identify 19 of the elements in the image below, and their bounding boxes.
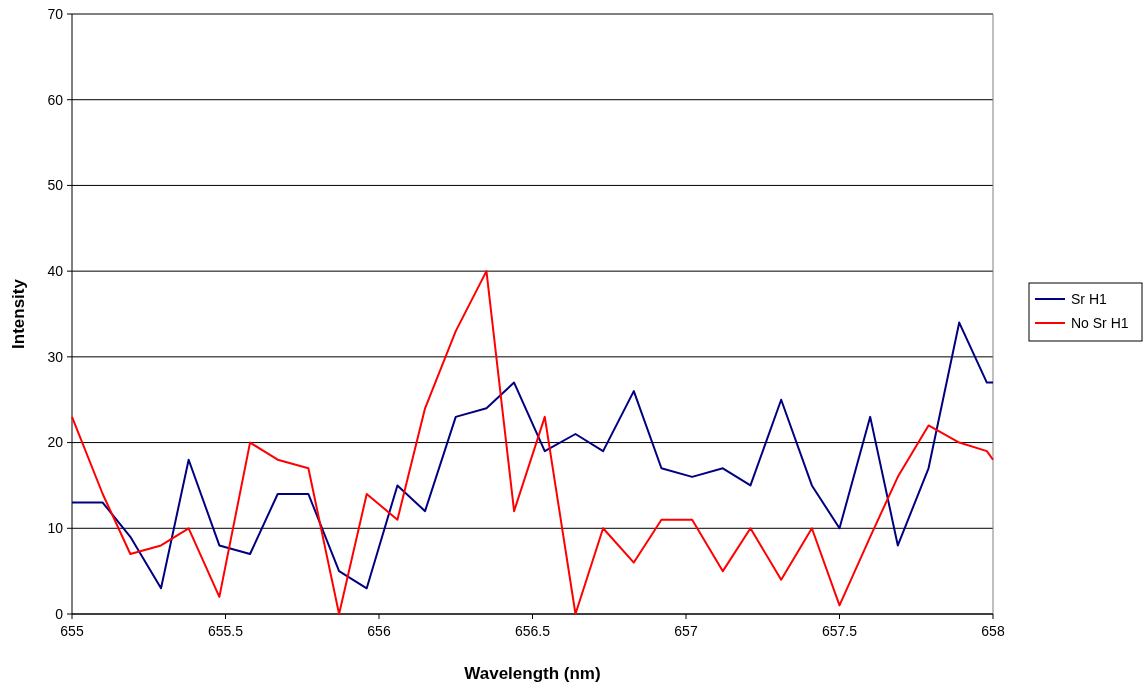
- y-axis-title: Intensity: [9, 278, 28, 349]
- y-tick-label: 30: [47, 348, 64, 365]
- y-tick-label: 10: [47, 520, 64, 537]
- legend-label: No Sr H1: [1071, 314, 1129, 331]
- x-tick-label: 655.5: [207, 623, 244, 639]
- x-axis-title: Wavelength (nm): [464, 664, 601, 683]
- y-tick-label: 50: [47, 177, 64, 194]
- x-tick-label: 657: [674, 623, 698, 639]
- y-tick-label: 70: [47, 5, 64, 22]
- x-tick-label: 657.5: [821, 623, 858, 639]
- x-tick-label: 658: [981, 623, 1005, 639]
- legend-label: Sr H1: [1071, 290, 1107, 307]
- y-tick-label: 0: [55, 605, 64, 622]
- y-tick-label: 20: [47, 434, 64, 451]
- x-tick-label: 655: [60, 623, 84, 639]
- y-tick-label: 40: [47, 263, 64, 280]
- x-tick-label: 656: [367, 623, 391, 639]
- x-tick-label: 656.5: [514, 623, 551, 639]
- y-tick-label: 60: [47, 91, 64, 108]
